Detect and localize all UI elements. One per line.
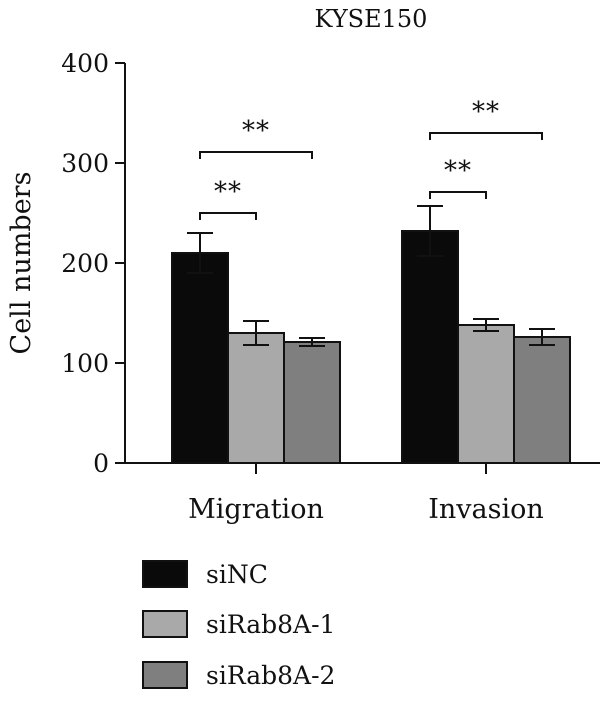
bar (227, 332, 285, 464)
x-tick-label: Invasion (428, 494, 544, 525)
significance-label: ** (242, 116, 270, 146)
axes: 0 100 200 300 400 Migration Invasion (61, 49, 600, 525)
bar (457, 324, 515, 464)
legend-label: siRab8A-1 (206, 610, 335, 639)
legend-swatch (142, 661, 188, 689)
y-tick-label: 0 (93, 449, 109, 478)
y-tick-label: 400 (61, 49, 109, 78)
significance-bracket (429, 132, 543, 140)
significance-brackets: ******** (199, 97, 543, 220)
y-tick-label: 300 (61, 149, 109, 178)
legend-swatch (142, 560, 188, 588)
legend: siNC siRab8A-1 siRab8A-2 (142, 560, 335, 690)
significance-bracket (199, 212, 257, 220)
significance-bracket (429, 191, 487, 199)
legend-label: siNC (206, 560, 268, 589)
bars (171, 205, 571, 464)
y-tick-label: 200 (61, 249, 109, 278)
legend-label: siRab8A-2 (206, 661, 335, 690)
significance-label: ** (444, 156, 472, 186)
y-tick-label: 100 (61, 349, 109, 378)
x-tick-label: Migration (188, 494, 324, 525)
bar (401, 230, 459, 464)
bar (283, 341, 341, 464)
significance-bracket (199, 151, 313, 159)
legend-swatch (142, 610, 188, 638)
significance-label: ** (214, 177, 242, 207)
significance-label: ** (472, 97, 500, 127)
chart-title: KYSE150 (315, 5, 428, 33)
y-axis-label: Cell numbers (6, 172, 37, 355)
bar (513, 336, 571, 464)
bar (171, 252, 229, 464)
